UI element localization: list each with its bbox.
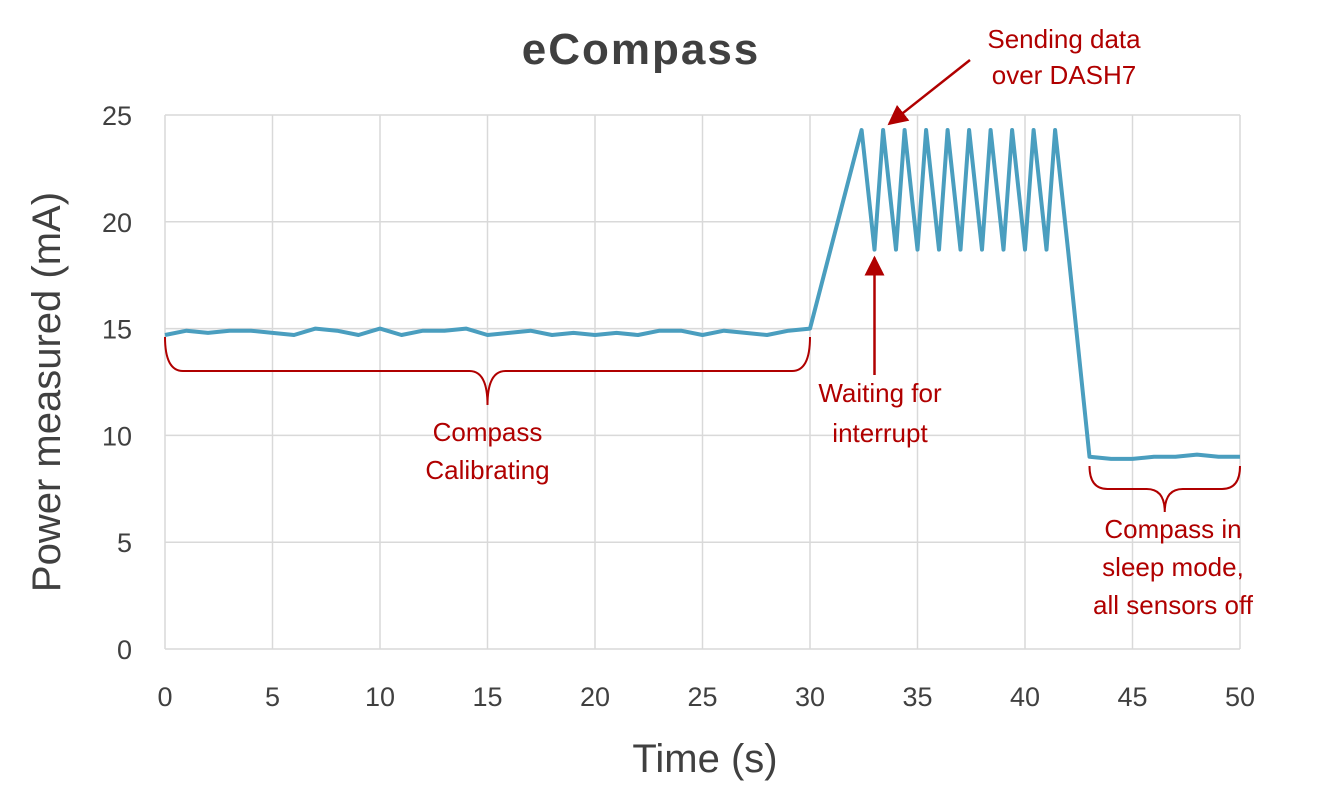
y-axis-label: Power measured (mA) (25, 192, 69, 592)
sleep-brace (1088, 465, 1241, 513)
sleep-annotation-text: all sensors off (1093, 590, 1254, 620)
tick-labels: 0 5 10 15 20 25 0 5 10 15 20 25 30 35 40 45 50 (102, 101, 1255, 712)
x-tick-label: 0 (157, 682, 172, 712)
sleep-annotation-text: sleep mode, (1102, 552, 1244, 582)
y-tick-label: 0 (117, 635, 132, 665)
interrupt-annotation-text: interrupt (832, 418, 928, 448)
power-series-line (164, 128, 1240, 461)
x-tick-label: 45 (1117, 682, 1147, 712)
annotations: Compass Calibrating Waiting for interrupt Se… (164, 24, 1254, 620)
x-tick-label: 20 (580, 682, 610, 712)
x-tick-label: 50 (1225, 682, 1255, 712)
chart-title: eCompass (522, 25, 761, 74)
x-tick-label: 5 (265, 682, 280, 712)
y-tick-label: 25 (102, 101, 132, 131)
x-tick-label: 35 (902, 682, 932, 712)
x-tick-label: 15 (472, 682, 502, 712)
calibrating-brace (164, 336, 811, 406)
sending-annotation-text: Sending data (987, 24, 1141, 54)
calibrating-annotation-text: Calibrating (425, 455, 549, 485)
x-tick-label: 25 (687, 682, 717, 712)
y-tick-label: 20 (102, 208, 132, 238)
calibrating-annotation-text: Compass (433, 417, 543, 447)
sending-arrow (887, 59, 971, 126)
x-tick-label: 10 (365, 682, 395, 712)
x-axis-label: Time (s) (632, 737, 777, 781)
y-tick-label: 15 (102, 315, 132, 345)
y-tick-label: 5 (117, 528, 132, 558)
y-tick-label: 10 (102, 421, 132, 451)
x-tick-label: 40 (1010, 682, 1040, 712)
interrupt-annotation-text: Waiting for (818, 378, 942, 408)
x-tick-label: 30 (795, 682, 825, 712)
sleep-annotation-text: Compass in (1104, 514, 1241, 544)
sending-annotation-text: over DASH7 (992, 60, 1137, 90)
grid-lines (164, 114, 1241, 650)
